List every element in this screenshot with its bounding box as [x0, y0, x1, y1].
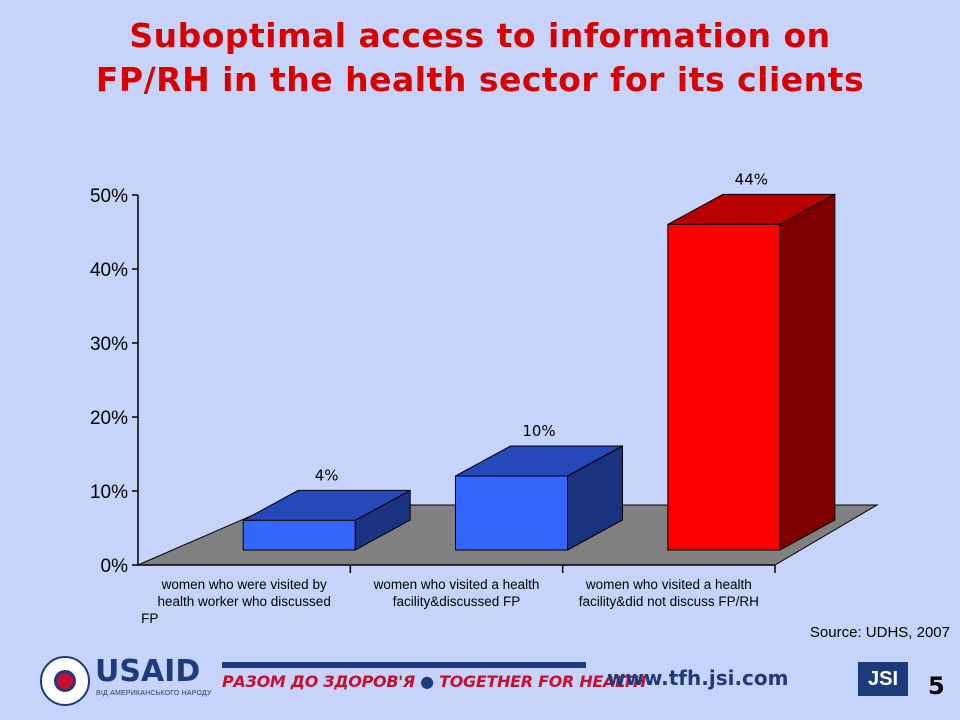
- page-number: 5: [928, 672, 945, 700]
- bar: [242, 519, 356, 551]
- bar-value-label: 4%: [315, 466, 339, 484]
- y-tick-label: 30%: [90, 334, 128, 355]
- y-tick-label: 10%: [90, 482, 128, 503]
- x-category-label: FP: [141, 611, 158, 626]
- title-line-1: Suboptimal access to information on: [129, 16, 831, 55]
- bar-value-label: 44%: [735, 170, 768, 188]
- x-category-label: health worker who discussed: [157, 594, 330, 609]
- source-note: Source: UDHS, 2007: [809, 624, 950, 641]
- bar-value-label: 10%: [522, 422, 555, 440]
- x-category-label: facility&did not discuss FP/RH: [579, 594, 759, 609]
- slide-title: Suboptimal access to information on FP/R…: [0, 14, 960, 102]
- x-category-label: facility&discussed FP: [393, 594, 521, 609]
- bar-side: [779, 193, 836, 551]
- x-category-label: women who were visited by: [161, 577, 327, 592]
- title-line-2: FP/RH in the health sector for its clien…: [95, 60, 865, 99]
- y-tick-label: 40%: [90, 260, 128, 281]
- y-tick-label: 0%: [101, 556, 129, 577]
- usaid-logo: USAID: [95, 654, 201, 689]
- tfh-logo-ukr: РАЗОМ ДО ЗДОРОВ'Я: [222, 672, 415, 691]
- tfh-heart-icon: ●: [420, 672, 434, 691]
- x-category-label: women who visited a health: [585, 577, 752, 592]
- usaid-seal-icon: [40, 656, 90, 706]
- x-category-label: women who visited a health: [373, 577, 540, 592]
- bar: [455, 475, 568, 551]
- tfh-divider: [222, 662, 586, 668]
- y-tick-label: 20%: [90, 408, 128, 429]
- bar: [667, 223, 781, 551]
- tfh-logo-eng: TOGETHER FOR HEALTH: [439, 672, 647, 691]
- jsi-logo: JSI: [858, 662, 908, 696]
- tfh-logo: РАЗОМ ДО ЗДОРОВ'Я ● TOGETHER FOR HEALTH: [222, 672, 646, 691]
- usaid-subtitle: ВІД АМЕРИКАНСЬКОГО НАРОДУ: [96, 690, 212, 697]
- y-tick-label: 50%: [90, 186, 128, 207]
- website-url[interactable]: www.tfh.jsi.com: [607, 666, 789, 690]
